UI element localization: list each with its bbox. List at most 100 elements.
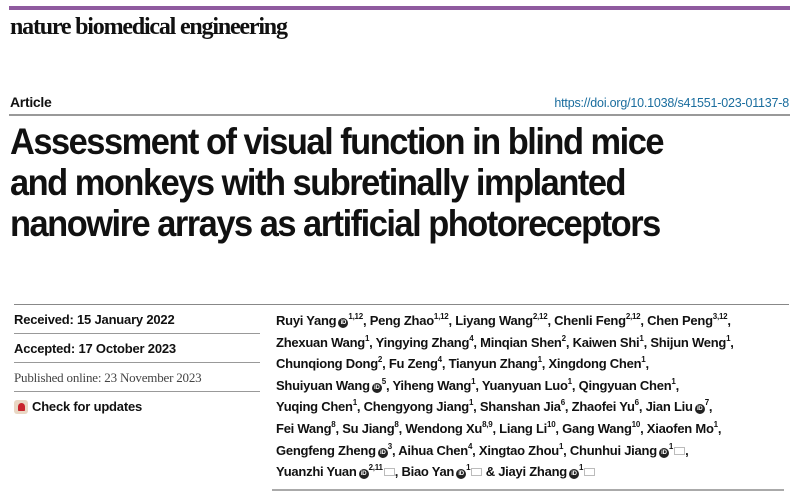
- author[interactable]: Xiaofen Mo1: [646, 419, 718, 436]
- author-affiliation: 8,9: [482, 419, 493, 429]
- author[interactable]: Yuqing Chen1: [276, 399, 357, 415]
- check-for-updates-button[interactable]: Check for updates: [14, 392, 260, 421]
- orcid-icon[interactable]: iD: [694, 404, 705, 415]
- author-name: Gengfeng Zheng: [276, 442, 376, 458]
- author[interactable]: Biao Yan iD1: [401, 464, 483, 480]
- author-name: Yiheng Wang: [392, 377, 472, 393]
- orcid-icon[interactable]: iD: [568, 469, 579, 480]
- author-name: Xingtao Zhou: [478, 442, 559, 458]
- received-date: Received: 15 January 2022: [14, 305, 260, 334]
- author-name: Chenli Feng: [554, 313, 626, 328]
- orcid-icon[interactable]: iD: [377, 447, 388, 458]
- author[interactable]: Chunqiong Dong2: [276, 355, 383, 372]
- author-affiliation: 1: [639, 333, 644, 343]
- author-affiliation: 6: [634, 398, 639, 408]
- author-affiliation: 6: [560, 398, 565, 408]
- email-icon[interactable]: [674, 446, 686, 455]
- author-affiliation: 8: [331, 419, 336, 429]
- author-name: Chunhui Jiang: [569, 442, 657, 458]
- author-name: Ruyi Yang: [276, 313, 337, 328]
- author-name: Shuiyuan Wang: [276, 377, 370, 393]
- divider: [9, 114, 790, 116]
- author[interactable]: Chengyong Jiang1: [364, 398, 474, 415]
- author[interactable]: Tianyun Zhang1: [448, 356, 542, 372]
- author-name: Zhexuan Wang: [276, 334, 365, 350]
- author-name: Fu Zeng: [388, 356, 438, 372]
- author-affiliation: 2,12: [532, 312, 548, 321]
- author-name: Tianyun Zhang: [448, 356, 538, 372]
- author-affiliation: 1: [713, 419, 718, 429]
- author[interactable]: Gengfeng Zheng iD3: [276, 442, 392, 458]
- divider: [14, 304, 789, 305]
- email-icon[interactable]: [471, 468, 483, 477]
- author[interactable]: Shanshan Jia6: [480, 398, 565, 415]
- orcid-icon[interactable]: iD: [358, 469, 369, 480]
- author[interactable]: Kaiwen Shi1: [572, 333, 644, 350]
- author[interactable]: Shijun Weng1: [650, 333, 731, 350]
- author[interactable]: Fei Wang8: [276, 419, 336, 436]
- author-name: Wendong Xu: [405, 420, 483, 436]
- author-affiliation: 5: [381, 376, 386, 386]
- author-affiliation: 10: [547, 419, 556, 429]
- author[interactable]: Yingying Zhang4: [376, 334, 474, 350]
- author-name: Su Jiang: [342, 420, 395, 436]
- author-name: Qingyuan Chen: [578, 377, 672, 393]
- author[interactable]: Minqian Shen2: [480, 334, 566, 350]
- email-icon[interactable]: [584, 468, 596, 477]
- author-name: Chen Peng: [647, 313, 713, 328]
- author[interactable]: Liyang Wang2,12: [455, 312, 548, 329]
- author-name: Liyang Wang: [455, 313, 533, 328]
- author-affiliation: 1: [578, 463, 584, 473]
- check-updates-icon: [14, 399, 28, 414]
- author-name: Zhaofei Yu: [571, 399, 635, 415]
- author[interactable]: Xingtao Zhou1: [478, 441, 564, 458]
- author[interactable]: Gang Wang10: [562, 419, 641, 436]
- author[interactable]: Chenli Feng2,12: [554, 313, 640, 329]
- author[interactable]: Fu Zeng4: [388, 355, 442, 372]
- author-affiliation: 1: [668, 441, 674, 451]
- author-affiliation: 1: [558, 441, 564, 451]
- divider: [272, 489, 784, 491]
- author[interactable]: Liang Li10: [499, 419, 556, 436]
- orcid-icon[interactable]: iD: [658, 447, 669, 458]
- author-name: Xiaofen Mo: [646, 420, 714, 436]
- article-title: Assessment of visual function in blind m…: [10, 121, 735, 244]
- author[interactable]: Wendong Xu8,9: [405, 419, 493, 436]
- author-affiliation: 1: [364, 333, 370, 343]
- author-name: Minqian Shen: [480, 334, 562, 350]
- title-line: Assessment of visual function in blind m…: [10, 121, 665, 162]
- author[interactable]: Aihua Chen4: [398, 442, 472, 458]
- author[interactable]: Jian Liu iD7: [646, 398, 709, 415]
- author[interactable]: Xingdong Chen1: [548, 356, 646, 372]
- title-line: and monkeys with subretinally implanted: [10, 162, 627, 203]
- author-affiliation: 1: [468, 398, 474, 408]
- author-affiliation: 4: [437, 355, 442, 365]
- author-name: Yuanyuan Luo: [481, 377, 568, 393]
- author-affiliation: 8: [394, 419, 399, 429]
- author[interactable]: Chen Peng3,12: [647, 313, 727, 329]
- author[interactable]: Yiheng Wang1: [392, 377, 475, 393]
- author[interactable]: Yuanyuan Luo1: [481, 377, 572, 393]
- author[interactable]: Jiayi Zhang iD1: [498, 463, 596, 480]
- author[interactable]: Zhaofei Yu6: [571, 398, 639, 415]
- orcid-icon[interactable]: iD: [371, 382, 382, 393]
- author-affiliation: 2: [377, 355, 383, 365]
- author[interactable]: Qingyuan Chen1: [578, 377, 676, 393]
- orcid-icon[interactable]: iD: [338, 318, 349, 328]
- author[interactable]: Chunhui Jiang iD1: [569, 441, 686, 458]
- author[interactable]: Yuanzhi Yuan iD2,11: [276, 464, 395, 480]
- author[interactable]: Shuiyuan Wang iD5: [276, 376, 386, 393]
- author-affiliation: 1,12: [433, 312, 449, 321]
- email-icon[interactable]: [383, 468, 395, 477]
- author[interactable]: Su Jiang8: [342, 419, 399, 436]
- author[interactable]: Zhexuan Wang1: [276, 333, 370, 350]
- author-affiliation: 10: [631, 419, 641, 429]
- author-name: Kaiwen Shi: [572, 334, 640, 350]
- author-affiliation: 1: [726, 333, 731, 343]
- author-affiliation: 7: [704, 398, 709, 408]
- author[interactable]: Peng Zhao1,12: [370, 312, 449, 329]
- doi-link[interactable]: https://doi.org/10.1038/s41551-023-01137…: [554, 96, 789, 110]
- orcid-icon[interactable]: iD: [456, 469, 467, 480]
- author-name: Xingdong Chen: [548, 356, 642, 372]
- author[interactable]: Ruyi Yang iD1,12: [276, 313, 363, 328]
